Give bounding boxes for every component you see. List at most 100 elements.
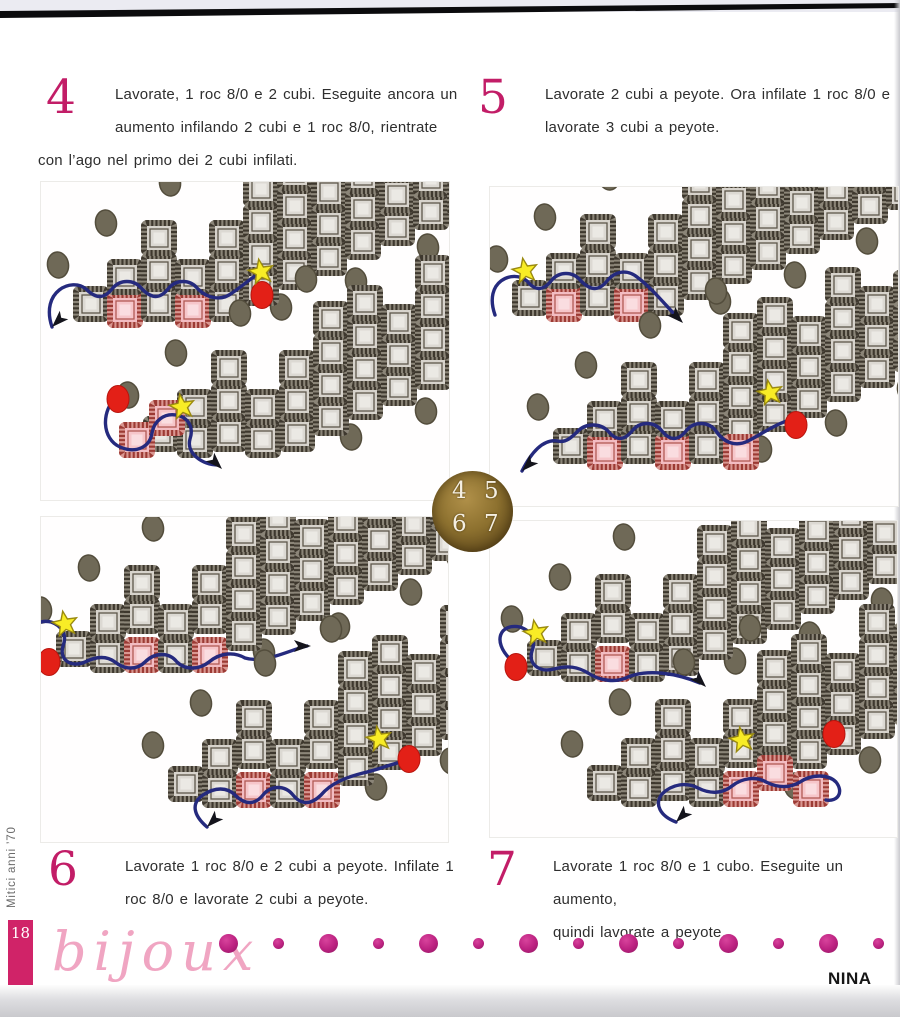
cube-bead	[338, 651, 374, 687]
step-4-line-1: Lavorate, 1 roc 8/0 e 2 cubi. Eseguite a…	[115, 86, 458, 103]
thread-path	[520, 418, 806, 473]
cube-bead	[73, 286, 109, 322]
olive-oval-bead	[414, 397, 438, 425]
cube-bead	[381, 370, 417, 406]
cube-bead	[893, 656, 897, 692]
cube-bead	[697, 525, 733, 561]
start-marker-star	[246, 257, 275, 286]
cube-bead	[277, 182, 313, 191]
cube-bead	[757, 297, 793, 333]
step-7-line-1: Lavorate 1 roc 8/0 e 1 cubo. Eseguite un…	[553, 858, 844, 908]
cube-bead	[311, 207, 347, 243]
olive-oval-bead	[638, 311, 662, 339]
start-marker-star	[510, 256, 539, 285]
cube-bead	[561, 613, 597, 649]
cube-bead	[260, 533, 296, 569]
olive-oval-bead	[164, 339, 188, 367]
cube-bead	[313, 301, 349, 337]
cube-bead	[893, 689, 897, 725]
cube-bead	[124, 598, 160, 634]
cube-bead	[396, 517, 432, 542]
cube-bead	[347, 384, 383, 420]
cube-bead	[124, 565, 160, 601]
thread-path	[193, 759, 409, 829]
cube-bead	[893, 623, 897, 659]
cube-bead	[413, 182, 449, 197]
credit-nina: NINA	[828, 969, 872, 988]
cube-bead	[406, 687, 442, 723]
direction-arrowhead	[207, 810, 224, 827]
diagram-panel-step4	[40, 181, 450, 501]
cube-bead	[663, 574, 699, 610]
cube-bead	[211, 350, 247, 386]
cube-bead	[413, 194, 449, 230]
step-7-line-2: quindi lavorate a peyote.	[553, 924, 726, 941]
start-marker-star	[727, 725, 756, 754]
olive-oval-bead	[612, 523, 636, 551]
bead-dot	[273, 937, 284, 949]
olive-oval-bead	[399, 578, 423, 606]
cube-bead	[440, 638, 448, 674]
direction-arrowhead	[676, 805, 693, 822]
pink-cube-bead	[175, 292, 211, 328]
sidebar-vertical-caption: Mitici anni ’70	[6, 826, 18, 908]
cube-bead	[757, 683, 793, 719]
cube-bead	[833, 521, 869, 534]
cube-bead	[347, 285, 383, 321]
start-marker-star	[364, 724, 393, 753]
bead-dot	[773, 937, 784, 949]
cube-bead	[825, 267, 861, 303]
cube-bead	[415, 288, 449, 324]
cube-bead	[825, 653, 861, 689]
bead-strip	[520, 267, 898, 473]
pink-cube-bead	[304, 772, 340, 808]
cube-bead	[226, 549, 262, 585]
red-round-bead	[504, 653, 528, 681]
direction-arrowhead	[52, 310, 69, 327]
cube-bead	[362, 522, 398, 558]
olive-oval-bead	[439, 747, 448, 775]
step-4-number: 4	[46, 70, 77, 125]
olive-oval-bead	[94, 209, 118, 237]
cube-bead	[313, 400, 349, 436]
bead-dot	[419, 933, 438, 953]
cube-bead	[277, 188, 313, 224]
pink-cube-bead	[149, 400, 185, 436]
cube-bead	[893, 336, 898, 372]
cube-bead	[731, 575, 767, 611]
cube-bead	[886, 187, 898, 210]
step-5-line-1: Lavorate 2 cubi a peyote. Ora infilate 1…	[545, 86, 891, 103]
cube-bead	[867, 548, 897, 584]
olive-oval-bead	[319, 615, 343, 643]
cube-bead	[328, 536, 364, 572]
cube-bead	[226, 517, 262, 552]
cube-bead	[209, 253, 245, 289]
red-round-bead	[41, 648, 61, 676]
step-7-number: 7	[487, 842, 518, 897]
cube-bead	[791, 700, 827, 736]
badge-number-5: 5	[484, 478, 499, 504]
red-round-bead	[106, 385, 130, 413]
bead-dot	[819, 933, 838, 953]
cube-bead	[245, 422, 281, 458]
cube-bead	[765, 561, 801, 597]
cube-bead	[279, 416, 315, 452]
cube-bead	[750, 187, 786, 204]
thread-path	[656, 774, 842, 824]
bead-strip	[141, 605, 448, 829]
olive-oval-bead	[228, 299, 252, 327]
pink-cube-bead	[107, 292, 143, 328]
cube-bead	[202, 739, 238, 775]
cube-bead	[328, 517, 364, 539]
cube-bead	[791, 316, 827, 352]
cube-bead	[791, 733, 827, 769]
thread-path	[498, 624, 702, 685]
diagram-panel-step6	[40, 516, 449, 843]
cube-bead	[697, 624, 733, 660]
page-top-edge	[0, 0, 900, 22]
step-7-block: 7 Lavorate 1 roc 8/0 e 1 cubo. Eseguite …	[487, 844, 899, 949]
cube-bead	[757, 330, 793, 366]
cube-bead	[784, 187, 820, 221]
olive-oval-bead	[855, 227, 879, 255]
direction-arrowhead	[666, 306, 683, 323]
